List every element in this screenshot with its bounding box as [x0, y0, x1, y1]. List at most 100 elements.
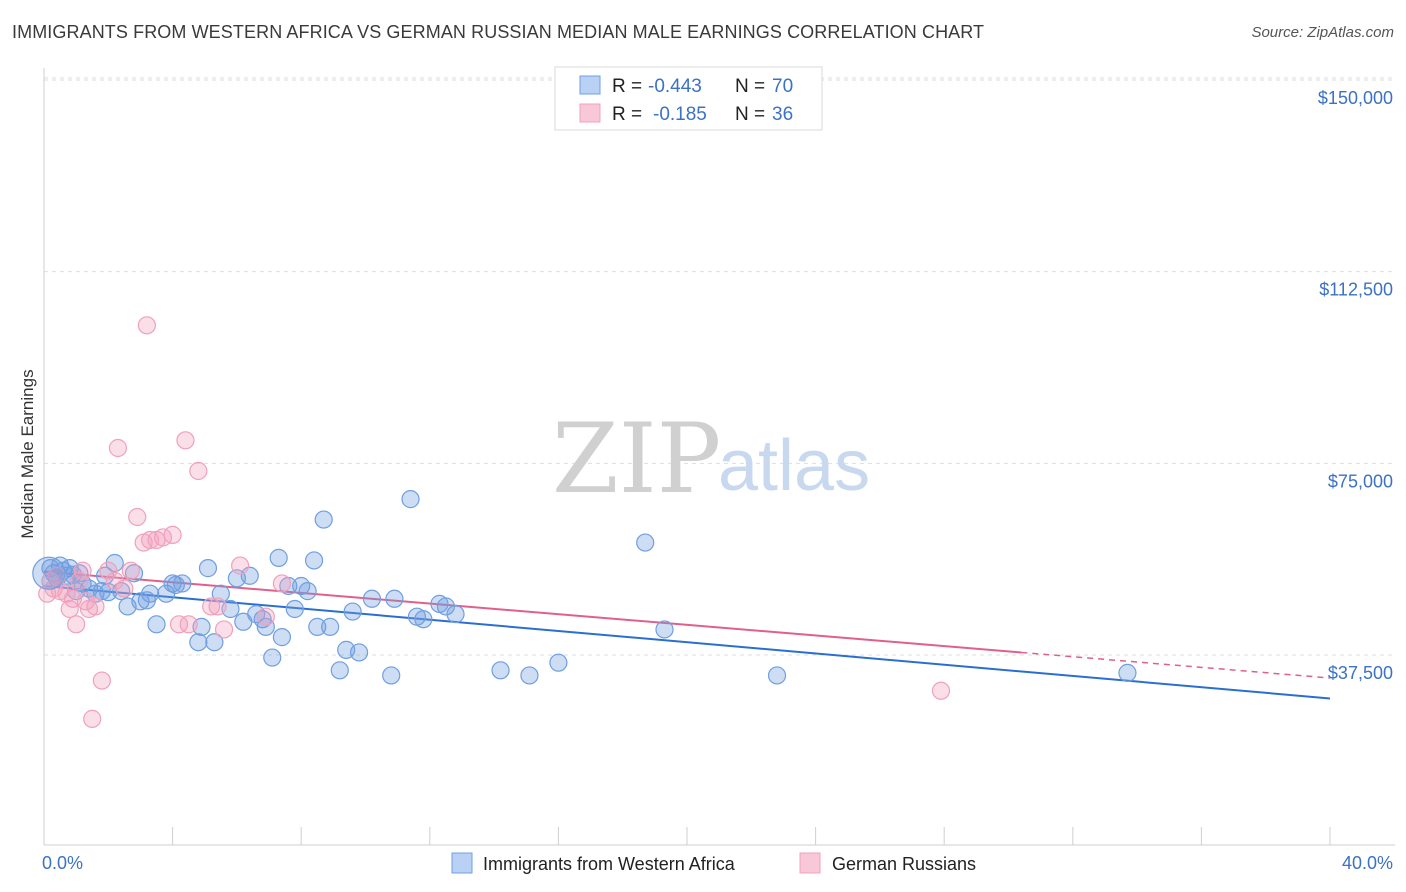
source-credit: Source: ZipAtlas.com	[1251, 24, 1394, 41]
data-point-german-russians	[92, 671, 111, 690]
data-point-german-russians	[137, 316, 156, 335]
watermark-zip: ZIP	[552, 403, 721, 515]
data-point-western-africa	[655, 620, 674, 639]
data-point-western-africa	[446, 605, 465, 624]
data-point-german-russians	[121, 561, 140, 580]
x-tick-label-max: 40.0%	[1342, 853, 1393, 873]
data-point-western-africa	[92, 582, 111, 601]
data-point-western-africa	[330, 661, 349, 680]
data-point-western-africa	[385, 589, 404, 608]
data-point-western-africa	[491, 661, 510, 680]
data-point-german-russians	[163, 525, 182, 544]
data-point-western-africa	[362, 589, 382, 608]
y-axis-label: Median Male Earnings	[18, 369, 37, 538]
data-point-western-africa	[414, 610, 433, 629]
data-point-german-russians	[256, 607, 275, 626]
series-legend-label-1: Immigrants from Western Africa	[483, 854, 736, 874]
data-point-western-africa	[272, 628, 292, 647]
data-point-western-africa	[520, 666, 539, 685]
data-point-german-russians	[931, 681, 951, 700]
data-point-german-russians	[73, 561, 92, 580]
data-point-western-africa	[124, 564, 144, 583]
data-point-western-africa	[256, 617, 275, 636]
legend-r-label-2: R =	[612, 104, 642, 125]
x-axis-ticks	[43, 827, 1331, 845]
data-point-western-africa	[1118, 663, 1137, 682]
data-point-western-africa	[112, 582, 131, 601]
data-point-western-africa	[343, 602, 362, 621]
trend-line-2	[43, 570, 1022, 654]
chart-title: IMMIGRANTS FROM WESTERN AFRICA VS GERMAN…	[12, 22, 985, 42]
x-tick-label-min: 0.0%	[42, 853, 83, 873]
data-point-german-russians	[128, 507, 147, 527]
legend-r-value-1: -0.443	[648, 76, 702, 97]
y-tick-label: $112,500	[1319, 280, 1393, 300]
y-tick-label: $37,500	[1328, 663, 1393, 683]
legend-swatch-blue	[579, 75, 601, 95]
data-point-german-russians	[86, 597, 105, 616]
legend-n-label-2: N =	[735, 104, 765, 125]
trend-line-1	[43, 585, 1331, 700]
data-point-german-russians	[169, 615, 189, 634]
data-point-german-russians	[189, 461, 208, 481]
data-point-western-africa	[767, 666, 787, 685]
data-point-western-africa	[308, 617, 327, 636]
data-point-german-russians	[67, 615, 86, 634]
data-point-german-russians	[214, 620, 234, 639]
y-tick-label: $75,000	[1328, 471, 1393, 491]
data-point-western-africa	[436, 597, 455, 616]
data-point-western-africa	[401, 490, 420, 509]
y-axis-tick-labels: $150,000 $112,500 $75,000 $37,500	[1318, 88, 1393, 683]
data-point-german-russians	[115, 579, 134, 598]
data-point-german-russians	[179, 615, 198, 634]
legend-n-value-1: 70	[772, 76, 793, 97]
data-point-german-russians	[83, 709, 102, 728]
data-point-western-africa	[173, 574, 192, 593]
watermark: ZIP atlas	[552, 403, 870, 515]
stats-legend: R = -0.443 N = 70 R = -0.185 N = 36	[554, 66, 823, 131]
watermark-atlas: atlas	[718, 426, 870, 506]
data-points	[32, 316, 1137, 728]
data-point-western-africa	[263, 648, 282, 667]
data-point-german-russians	[70, 571, 89, 590]
data-point-western-africa	[269, 548, 288, 567]
data-point-german-russians	[231, 556, 250, 575]
data-point-western-africa	[285, 599, 304, 619]
data-point-western-africa	[198, 559, 218, 578]
data-point-western-africa	[147, 615, 166, 634]
legend-swatch-pink	[579, 103, 601, 123]
data-point-western-africa	[140, 584, 160, 603]
data-point-western-africa	[304, 551, 324, 570]
data-point-german-russians	[47, 566, 66, 585]
series-legend-swatch-pink	[799, 852, 821, 874]
trend-line-extension-2	[1021, 651, 1331, 679]
series-legend-swatch-blue	[451, 852, 473, 874]
data-point-western-africa	[298, 582, 317, 601]
legend-r-value-2: -0.185	[653, 104, 707, 125]
data-point-western-africa	[349, 643, 369, 662]
y-tick-label: $150,000	[1318, 88, 1393, 108]
data-point-western-africa	[166, 575, 185, 595]
legend-n-label-1: N =	[735, 76, 765, 97]
data-point-western-africa	[205, 633, 224, 652]
data-point-german-russians	[108, 438, 128, 458]
data-point-german-russians	[208, 597, 227, 616]
data-point-german-russians	[202, 597, 221, 616]
data-point-western-africa	[131, 592, 150, 611]
axes	[43, 68, 1395, 846]
data-point-western-africa	[549, 653, 568, 672]
data-point-german-russians	[99, 561, 118, 580]
legend-n-value-2: 36	[772, 104, 793, 125]
data-point-western-africa	[189, 633, 208, 652]
series-legend: Immigrants from Western Africa German Ru…	[451, 852, 976, 874]
data-point-western-africa	[314, 510, 333, 529]
data-point-western-africa	[636, 533, 655, 552]
data-point-german-russians	[105, 571, 124, 590]
data-point-german-russians	[176, 431, 195, 450]
trend-lines	[43, 570, 1331, 700]
data-point-western-africa	[70, 564, 89, 583]
data-point-german-russians	[272, 574, 292, 593]
data-point-western-africa	[32, 556, 66, 590]
data-point-western-africa	[321, 617, 340, 636]
